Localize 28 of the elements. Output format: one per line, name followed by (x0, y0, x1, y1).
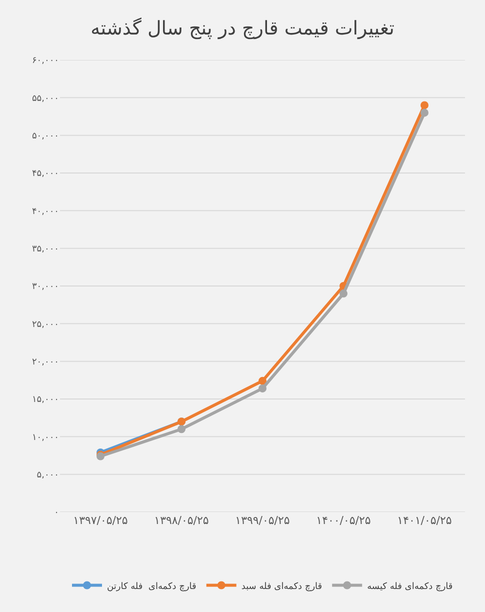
point (420, 108, 428, 117)
point (420, 101, 428, 110)
y-tick-label: ۰ (54, 508, 59, 518)
y-tick-label: ۲۵,۰۰۰ (32, 320, 59, 330)
y-tick-label: ۴۰,۰۰۰ (32, 206, 59, 217)
x-tick-label: ۱۴۰۰/۰۵/۲۵ (316, 514, 371, 527)
y-tick-label: ۴۵,۰۰۰ (32, 169, 59, 180)
y-tick-label: ۵۵,۰۰۰ (32, 94, 59, 104)
point (258, 376, 266, 385)
y-tick-label: ۱۵,۰۰۰ (32, 395, 59, 406)
x-tick-label: ۱۳۹۸/۰۵/۲۵ (154, 514, 209, 527)
point (178, 425, 186, 434)
x-tick-label: ۱۴۰۱/۰۵/۲۵ (397, 514, 452, 527)
y-tick-label: ۱۰,۰۰۰ (32, 432, 59, 443)
y-tick-label: ۶۰,۰۰۰ (32, 56, 59, 66)
y-tick-label: ۳۰,۰۰۰ (32, 282, 59, 292)
legend-label: قارچ دکمه‌ای فله کارتن (107, 582, 196, 592)
legend-label: قارچ دکمه‌ای فله سبد (241, 582, 322, 592)
y-tick-label: ۵,۰۰۰ (36, 470, 59, 480)
legend-label: قارچ دکمه‌ای فله کیسه (367, 582, 453, 592)
y-tick-label: ۲۰,۰۰۰ (32, 357, 59, 368)
point (340, 290, 348, 298)
x-tick-label: ۱۳۹۷/۰۵/۲۵ (73, 514, 128, 527)
y-tick-label: ۳۵,۰۰۰ (32, 244, 59, 254)
chart-title: تغییرات قیمت قارچ در پنج سال گذشته (90, 16, 394, 40)
point (258, 384, 266, 392)
y-tick-label: ۵۰,۰۰۰ (32, 131, 59, 142)
x-tick-label: ۱۳۹۹/۰۵/۲۵ (235, 514, 290, 527)
